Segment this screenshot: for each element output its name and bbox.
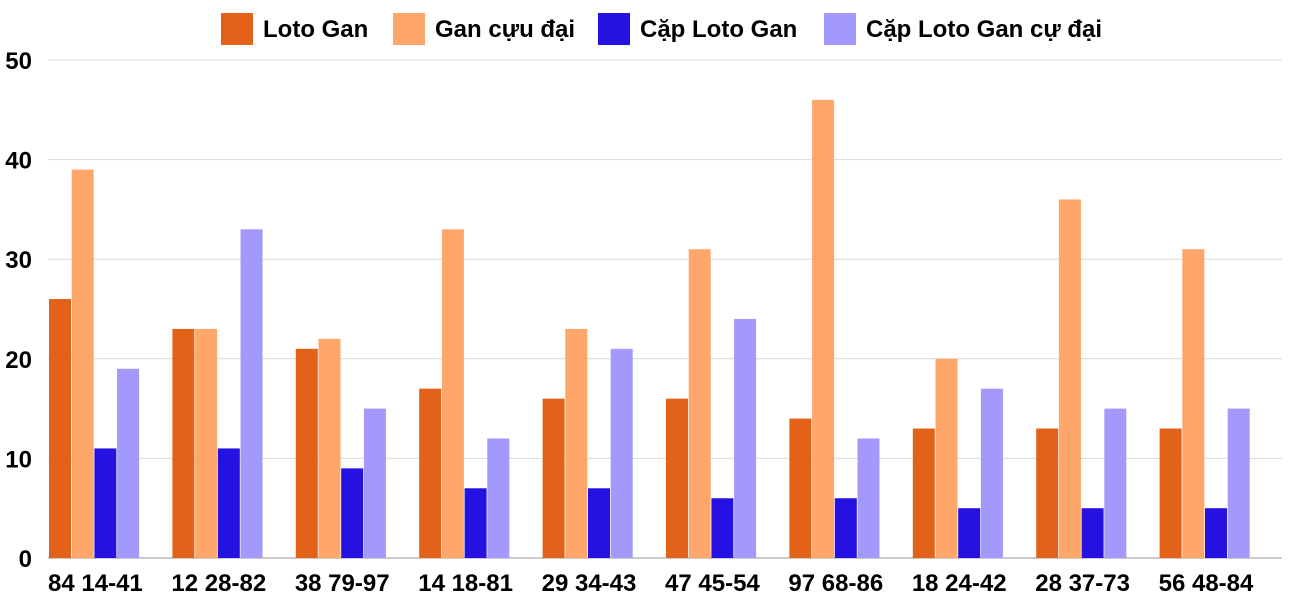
bar-loto-gan-4 — [542, 398, 565, 558]
bar-c-p-loto-gan-8 — [1081, 508, 1104, 558]
x-tick-label: 47 45-54 — [665, 570, 760, 597]
x-tick-label: 38 79-97 — [295, 570, 390, 597]
bar-gan-c-u-i-3 — [441, 229, 464, 558]
bar-loto-gan-5 — [666, 398, 688, 558]
bar-c-p-loto-gan-9 — [1205, 508, 1227, 558]
legend-label: Gan cựu đại — [435, 16, 575, 43]
bar-group — [912, 358, 1003, 558]
legend-swatch — [393, 13, 425, 45]
bar-c-p-loto-gan-c-i-5 — [734, 318, 757, 558]
bar-c-p-loto-gan-c-i-3 — [487, 438, 510, 558]
bar-group — [419, 229, 510, 558]
bar-group — [789, 99, 880, 558]
bar-loto-gan-2 — [295, 348, 318, 558]
y-tick-label: 40 — [5, 148, 32, 175]
bar-c-p-loto-gan-c-i-7 — [980, 388, 1003, 558]
x-tick-label: 97 68-86 — [788, 570, 883, 597]
legend-swatch — [221, 13, 253, 45]
bar-c-p-loto-gan-c-i-1 — [240, 229, 263, 558]
x-tick-label: 29 34-43 — [542, 570, 637, 597]
bar-c-p-loto-gan-7 — [958, 508, 981, 558]
bar-loto-gan-1 — [172, 328, 195, 558]
bar-loto-gan-6 — [789, 418, 812, 558]
x-tick-label: 18 24-42 — [912, 570, 1007, 597]
bar-c-p-loto-gan-c-i-2 — [363, 408, 386, 558]
bar-group — [49, 169, 140, 558]
legend-swatch — [598, 13, 630, 45]
bar-gan-c-u-i-9 — [1182, 249, 1205, 559]
x-tick-label: 84 14-41 — [48, 570, 143, 597]
bar-c-p-loto-gan-c-i-8 — [1104, 408, 1127, 558]
x-tick-label: 12 28-82 — [171, 570, 266, 597]
y-tick-label: 50 — [5, 48, 32, 75]
bar-c-p-loto-gan-5 — [711, 498, 734, 558]
bar-loto-gan-7 — [912, 428, 935, 558]
bar-group — [542, 328, 633, 558]
x-tick-label: 28 37-73 — [1035, 570, 1130, 597]
bar-gan-c-u-i-1 — [195, 328, 218, 558]
bar-c-p-loto-gan-2 — [341, 468, 364, 558]
legend-label: Loto Gan — [263, 16, 368, 43]
bar-group — [666, 249, 757, 559]
bar-c-p-loto-gan-1 — [217, 448, 240, 558]
x-axis: 84 14-41 12 28-82 38 79-97 14 18-81 29 34-43… — [48, 570, 1254, 597]
legend-item[interactable]: Cặp Loto Gan cự đại — [824, 13, 1102, 45]
y-tick-label: 0 — [19, 546, 32, 573]
bar-c-p-loto-gan-0 — [94, 448, 117, 558]
bar-group — [295, 338, 386, 558]
bar-loto-gan-3 — [419, 388, 442, 558]
legend: Loto Gan Gan cựu đại Cặp Loto Gan Cặp Loto … — [221, 13, 1102, 45]
y-tick-label: 20 — [5, 347, 32, 374]
bar-c-p-loto-gan-4 — [588, 488, 610, 558]
y-tick-label: 10 — [5, 446, 32, 473]
bar-gan-c-u-i-5 — [688, 249, 711, 559]
y-tick-label: 30 — [5, 247, 32, 274]
bar-gan-c-u-i-8 — [1058, 199, 1081, 558]
bar-group — [172, 229, 263, 558]
bar-gan-c-u-i-6 — [812, 99, 835, 558]
bar-gan-c-u-i-4 — [565, 328, 588, 558]
bar-c-p-loto-gan-3 — [464, 488, 487, 558]
bar-gan-c-u-i-2 — [318, 338, 341, 558]
x-tick-label: 14 18-81 — [418, 570, 513, 597]
legend-item[interactable]: Gan cựu đại — [393, 13, 575, 45]
bar-c-p-loto-gan-c-i-9 — [1227, 408, 1250, 558]
bar-c-p-loto-gan-c-i-4 — [610, 348, 633, 558]
bar-group — [1159, 249, 1250, 559]
legend-item[interactable]: Loto Gan — [221, 13, 368, 45]
bar-loto-gan-0 — [49, 299, 71, 558]
legend-item[interactable]: Cặp Loto Gan — [598, 13, 797, 45]
legend-label: Cặp Loto Gan — [640, 16, 797, 43]
bar-loto-gan-9 — [1159, 428, 1182, 558]
bar-c-p-loto-gan-c-i-6 — [857, 438, 880, 558]
x-tick-label: 56 48-84 — [1159, 570, 1254, 597]
legend-swatch — [824, 13, 856, 45]
bar-c-p-loto-gan-6 — [834, 498, 857, 558]
bar-c-p-loto-gan-c-i-0 — [117, 368, 140, 558]
y-axis: 0 10 20 30 40 50 — [5, 48, 32, 573]
bar-group — [1036, 199, 1127, 558]
bar-loto-gan-8 — [1036, 428, 1059, 558]
bar-gan-c-u-i-0 — [71, 169, 94, 558]
bar-gan-c-u-i-7 — [935, 358, 958, 558]
bars — [49, 99, 1250, 559]
legend-label: Cặp Loto Gan cự đại — [866, 16, 1102, 43]
